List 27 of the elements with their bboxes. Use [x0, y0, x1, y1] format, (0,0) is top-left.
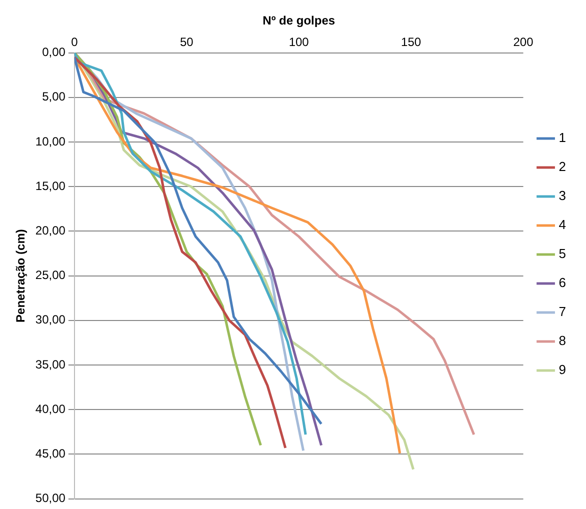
legend-label: 3: [558, 188, 566, 204]
y-tick-label: 15,00: [35, 178, 66, 193]
y-tick-label: 5,00: [42, 90, 66, 104]
y-tick-label: 10,00: [35, 134, 66, 148]
legend-label: 7: [558, 304, 566, 320]
y-tick-label: 40,00: [35, 402, 66, 416]
y-tick-label: 50,00: [35, 491, 66, 506]
legend-label: 5: [558, 246, 566, 262]
x-tick-label: 200: [513, 34, 534, 49]
x-axis-title: Nº de golpes: [262, 14, 336, 28]
legend-label: 4: [558, 217, 566, 232]
legend-label: 1: [558, 130, 566, 146]
y-tick-label: 35,00: [35, 357, 66, 372]
x-tick-label: 150: [401, 34, 422, 49]
x-tick-label: 0: [71, 34, 78, 49]
y-tick-label: 30,00: [35, 312, 66, 327]
y-tick-label: 45,00: [35, 446, 66, 461]
y-axis-title: Penetração (cm): [14, 229, 28, 322]
legend-label: 9: [558, 362, 566, 378]
y-tick-label: 20,00: [35, 224, 66, 238]
x-tick-label: 100: [288, 34, 310, 49]
y-tick-label: 0,00: [42, 45, 66, 60]
legend-label: 8: [558, 333, 566, 348]
legend-label: 6: [558, 275, 566, 290]
y-tick-label: 25,00: [35, 268, 66, 282]
legend-label: 2: [558, 159, 566, 174]
x-tick-label: 50: [180, 34, 194, 49]
